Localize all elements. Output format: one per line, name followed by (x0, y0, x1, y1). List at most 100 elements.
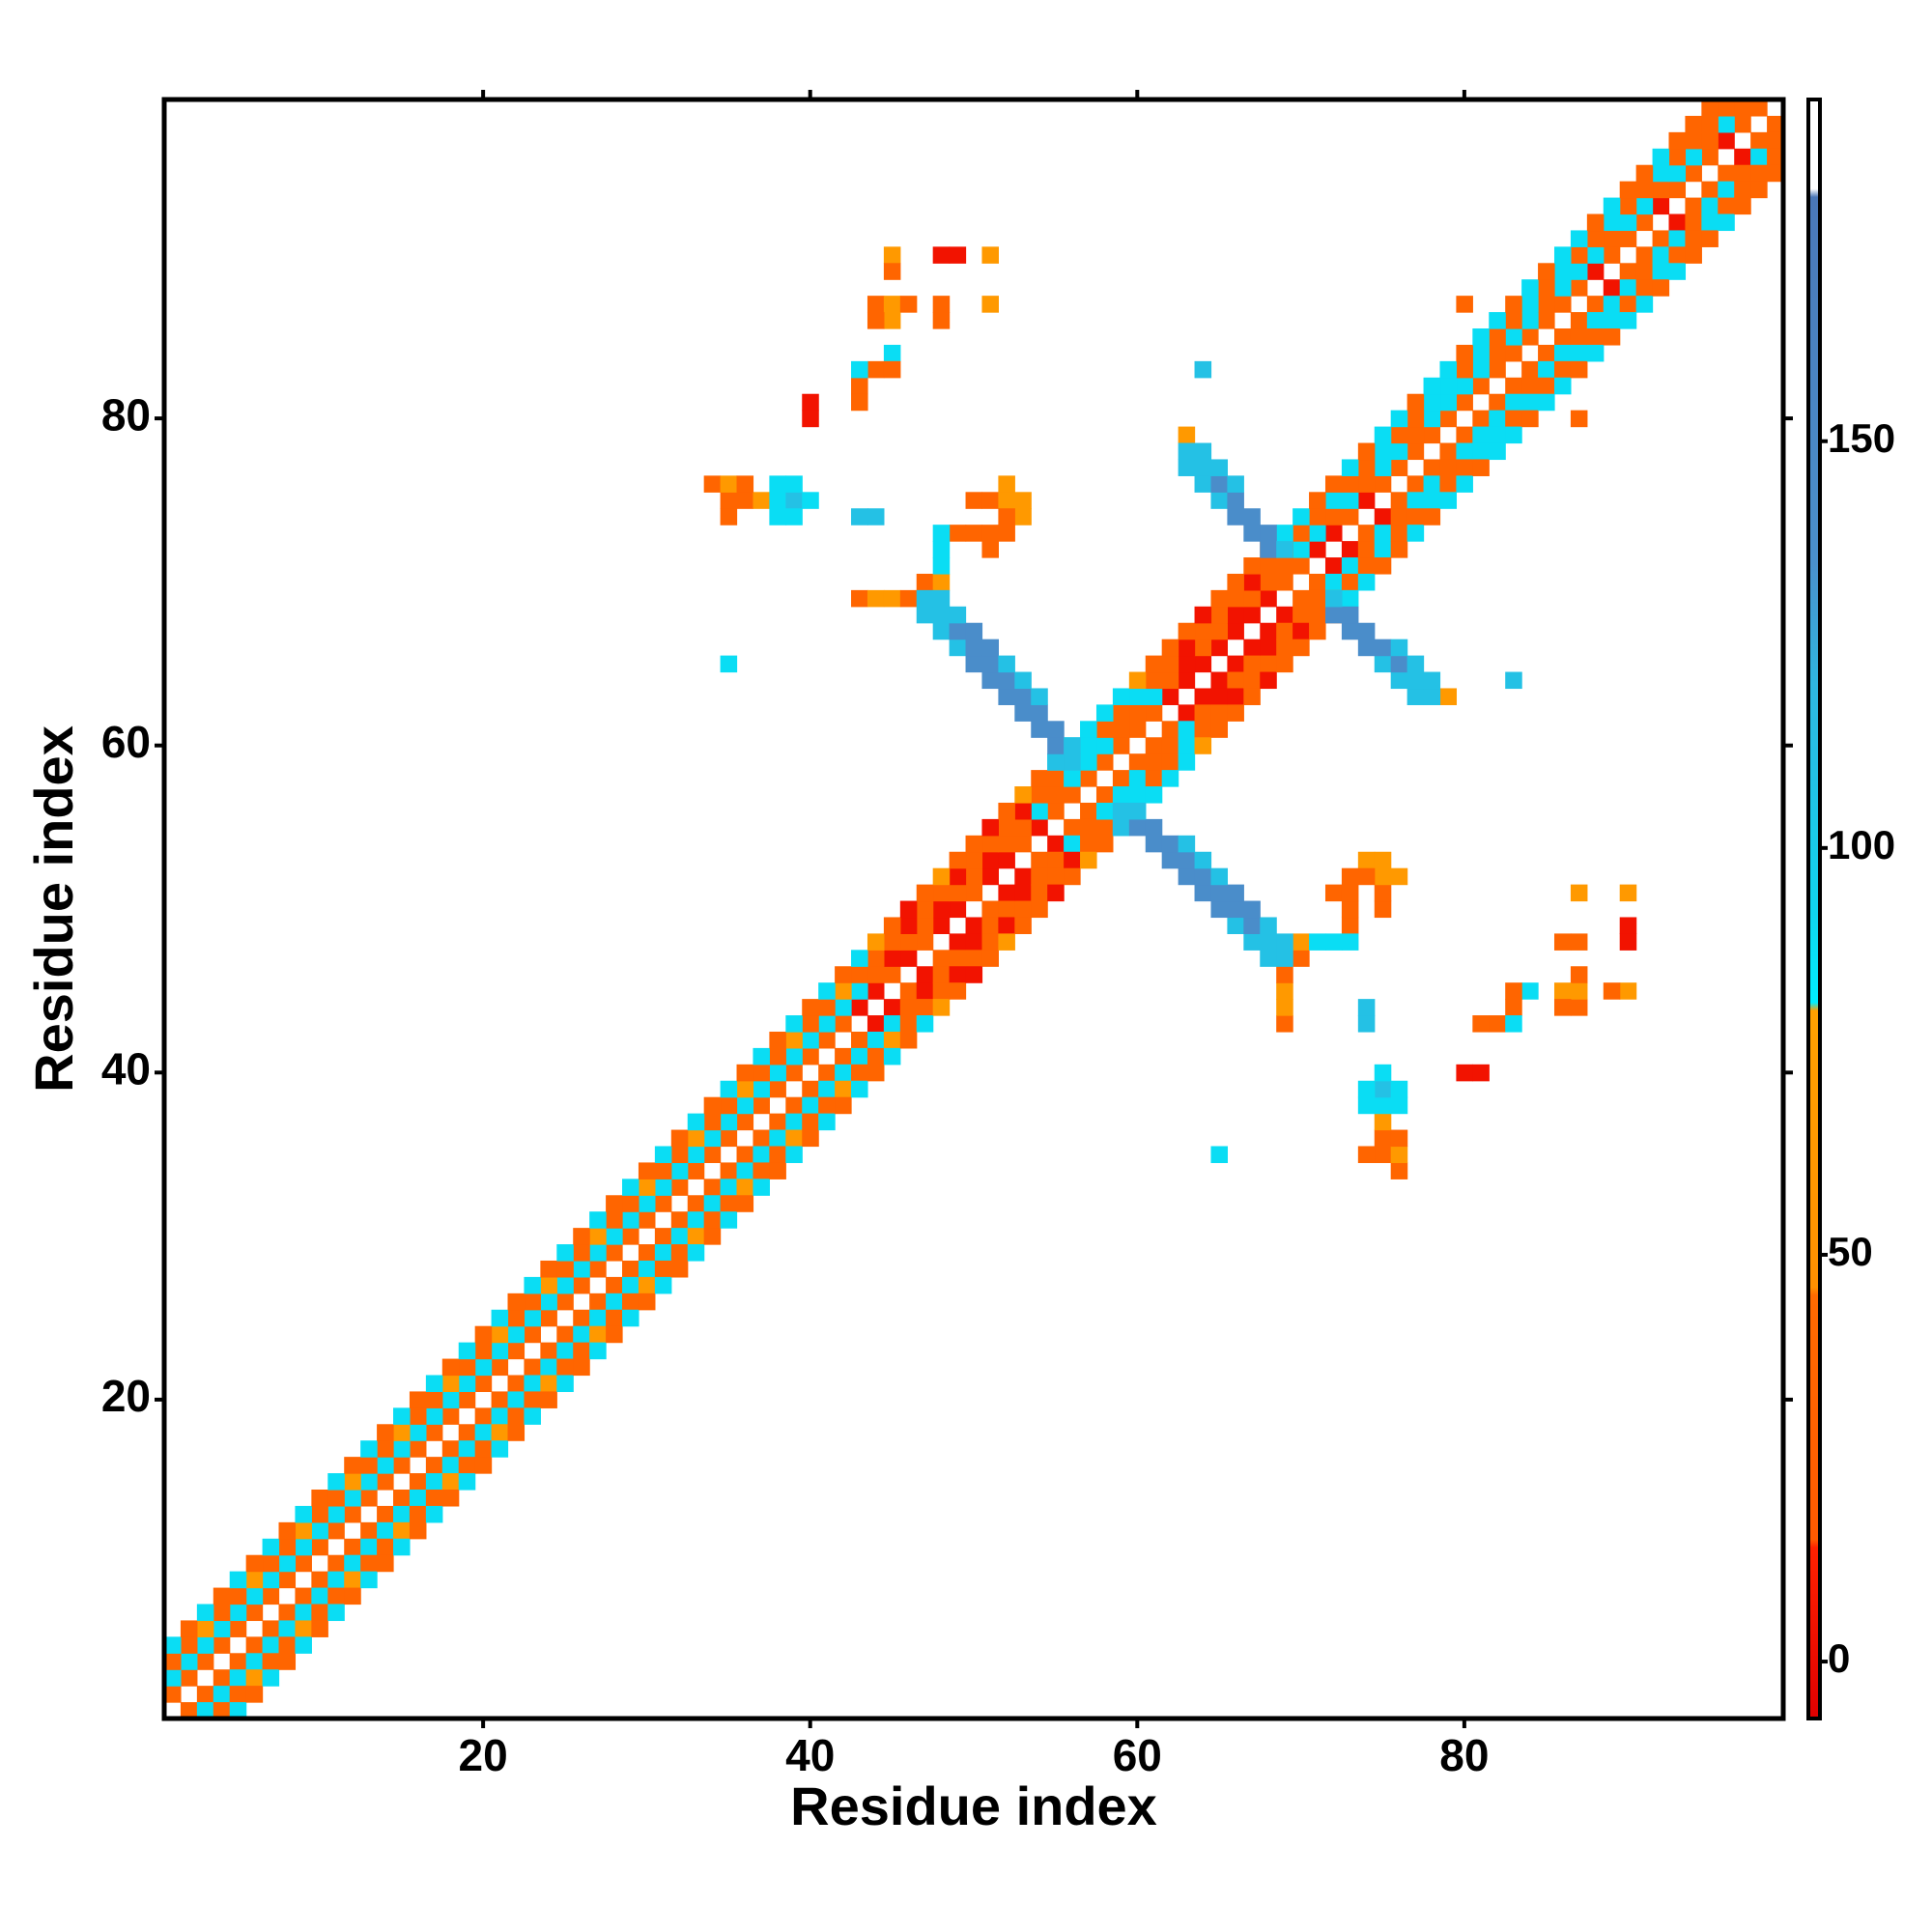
heatmap-cell (458, 1375, 476, 1393)
heatmap-cell (573, 1244, 590, 1262)
heatmap-cell (1521, 377, 1539, 395)
heatmap-cell (1210, 867, 1229, 886)
heatmap-cell (1031, 851, 1048, 869)
heatmap-cell (622, 1179, 639, 1196)
heatmap-cell (1357, 475, 1376, 493)
heatmap-cell (262, 1587, 280, 1605)
heatmap-cell (899, 900, 918, 919)
heatmap-cell (425, 1457, 443, 1474)
heatmap-cell (1390, 410, 1408, 428)
heatmap-cell (1538, 296, 1555, 313)
heatmap-cell (606, 1211, 623, 1229)
heatmap-cell (883, 344, 901, 362)
heatmap-cell (1227, 704, 1244, 722)
heatmap-cell (1293, 933, 1310, 951)
heatmap-cell (932, 867, 951, 886)
heatmap-cell (867, 360, 885, 379)
heatmap-cell (1161, 737, 1179, 754)
colorbar-tick-label: 50 (1828, 1229, 1873, 1274)
heatmap-cell (1489, 1015, 1506, 1033)
heatmap-cell (606, 1293, 623, 1311)
heatmap-cell (1374, 851, 1392, 869)
heatmap-cell (622, 1195, 639, 1212)
heatmap-cell (1178, 867, 1196, 886)
heatmap-cell (441, 1489, 460, 1507)
heatmap-cell (213, 1686, 231, 1703)
heatmap-cell (278, 1653, 297, 1670)
heatmap-cell (703, 1096, 722, 1115)
heatmap-cell (981, 835, 999, 853)
heatmap-cell (1047, 786, 1065, 804)
heatmap-cell (899, 982, 918, 1000)
heatmap-cell (1095, 753, 1114, 771)
heatmap-cell (196, 1686, 214, 1703)
heatmap-cell (802, 393, 819, 412)
heatmap-cell (1390, 492, 1408, 509)
heatmap-cell (1767, 164, 1784, 183)
heatmap-cell (1472, 344, 1490, 362)
heatmap-cell (1390, 639, 1408, 657)
heatmap-cell (867, 1015, 885, 1033)
heatmap-cell (981, 296, 999, 313)
heatmap-cell (393, 1489, 411, 1507)
heatmap-cell (654, 1179, 672, 1196)
heatmap-cell (1767, 148, 1784, 166)
heatmap-cell (164, 1669, 182, 1687)
heatmap-cell (1439, 410, 1458, 428)
heatmap-cell (1603, 296, 1621, 313)
heatmap-cell (1374, 508, 1392, 526)
heatmap-cell (1439, 459, 1458, 476)
heatmap-cell (1095, 802, 1114, 820)
heatmap-cell (1472, 377, 1490, 395)
heatmap-cell (1243, 508, 1261, 526)
heatmap-cell (949, 950, 967, 967)
heatmap-cell (1178, 753, 1196, 771)
heatmap-cell (1734, 164, 1751, 183)
heatmap-cell (1178, 622, 1196, 640)
heatmap-cell (1489, 393, 1506, 412)
heatmap-cell (1210, 459, 1229, 476)
heatmap-cell (998, 917, 1015, 934)
heatmap-cell (458, 1473, 476, 1491)
heatmap-cell (1341, 933, 1359, 951)
heatmap-cell (606, 1195, 623, 1212)
heatmap-cell (1293, 589, 1310, 608)
heatmap-cell (1276, 933, 1293, 951)
heatmap-cell (1390, 1129, 1408, 1148)
heatmap-cell (245, 1604, 264, 1622)
heatmap-cell (1521, 360, 1539, 379)
heatmap-cell (1701, 213, 1719, 232)
heatmap-cell (1423, 426, 1441, 444)
heatmap-cell (1570, 344, 1588, 362)
heatmap-cell (409, 1505, 427, 1523)
heatmap-cell (981, 671, 999, 690)
heatmap-cell (1341, 492, 1359, 509)
heatmap-cell (1276, 1015, 1293, 1033)
heatmap-cell (458, 1440, 476, 1458)
heatmap-cell (1553, 296, 1572, 313)
heatmap-cell (1701, 230, 1719, 247)
heatmap-cell (1161, 671, 1179, 690)
heatmap-cell (441, 1407, 460, 1425)
heatmap-cell (703, 475, 722, 493)
heatmap-cell (1570, 982, 1588, 1000)
heatmap-cell (540, 1293, 557, 1311)
heatmap-cell (1456, 459, 1473, 476)
heatmap-cell (1472, 442, 1490, 461)
heatmap-cell (1390, 426, 1408, 444)
heatmap-cell (1570, 966, 1588, 983)
heatmap-cell (589, 1293, 607, 1311)
heatmap-cell (802, 1047, 819, 1065)
heatmap-cell (622, 1260, 639, 1278)
heatmap-cell (916, 884, 934, 902)
heatmap-cell (229, 1702, 247, 1719)
heatmap-cell (1064, 818, 1081, 837)
heatmap-cell (556, 1244, 574, 1262)
heatmap-cell (883, 263, 901, 280)
heatmap-cell (916, 917, 934, 934)
heatmap-cell (851, 508, 868, 526)
heatmap-cell (1456, 360, 1473, 379)
heatmap-cell (736, 492, 754, 509)
heatmap-cell (1390, 1162, 1408, 1179)
heatmap-cell (1276, 966, 1293, 983)
